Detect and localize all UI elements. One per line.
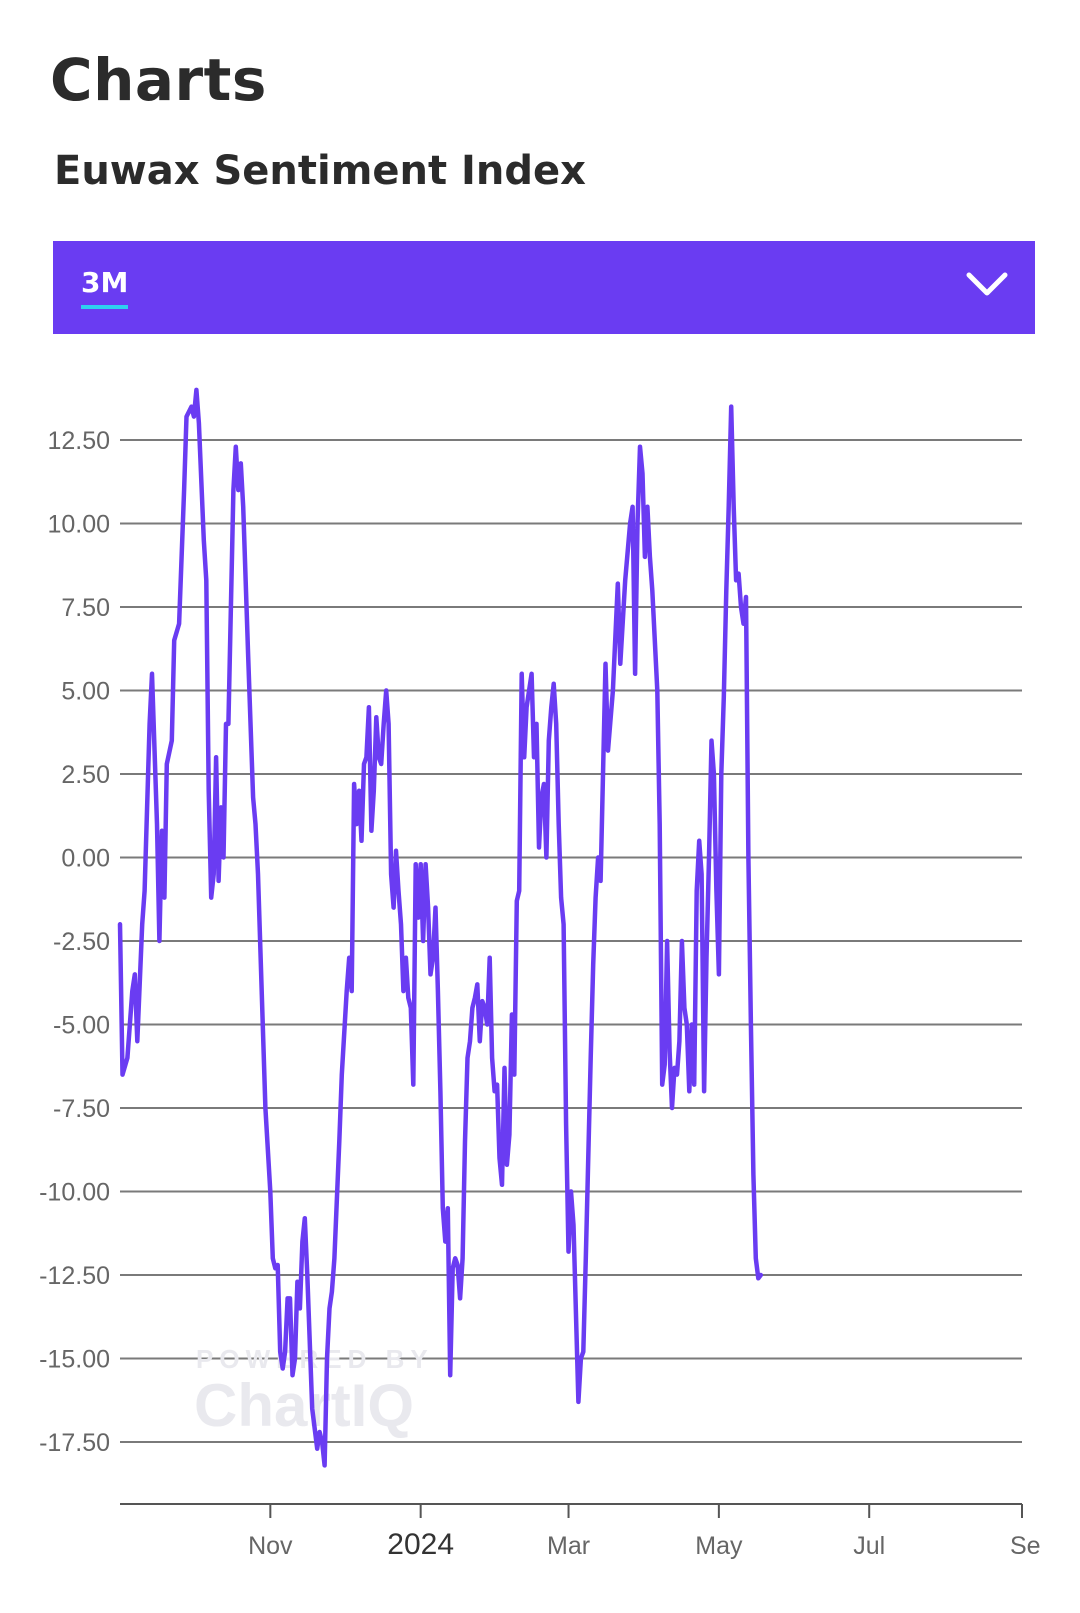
x-tick-label: May — [695, 1532, 743, 1560]
x-tick-label: Se — [1010, 1532, 1041, 1560]
series-line-path — [117, 387, 764, 1468]
y-tick-label: -10.00 — [39, 1179, 110, 1207]
x-tick-label: Mar — [547, 1532, 590, 1560]
y-tick-label: -2.50 — [53, 928, 110, 956]
chevron-down-icon[interactable] — [963, 261, 1011, 309]
y-tick-label: -7.50 — [53, 1095, 110, 1123]
y-tick-label: 5.00 — [61, 678, 110, 706]
page-title: Charts — [50, 46, 267, 114]
chart-title: Euwax Sentiment Index — [54, 148, 586, 194]
y-tick-label: -15.00 — [39, 1346, 110, 1374]
watermark-bottom-text: ChartIQ — [194, 1372, 414, 1439]
y-tick-label: -12.50 — [39, 1262, 110, 1290]
x-tick-label: Nov — [248, 1532, 293, 1560]
y-tick-label: -5.00 — [53, 1012, 110, 1040]
y-tick-label: 7.50 — [61, 594, 110, 622]
y-tick-label: 12.50 — [47, 427, 110, 455]
x-axis: Nov 2024 Mar May Jul Se — [120, 1503, 1041, 1561]
range-selector[interactable]: 3M — [53, 241, 1035, 334]
y-tick-label: 10.00 — [47, 511, 110, 539]
grid-lines — [120, 439, 1022, 1443]
range-selected-label[interactable]: 3M — [81, 266, 129, 299]
range-selected-underline — [81, 305, 128, 309]
y-tick-label: -17.50 — [39, 1429, 110, 1457]
sentiment-line-chart[interactable]: POWERED BY ChartIQ 12.50 10.00 7.50 5.00 2.5… — [0, 380, 1080, 1613]
y-axis-ticks: 12.50 10.00 7.50 5.00 2.50 0.00 -2.50 -5.00 -7.5… — [39, 427, 110, 1457]
series-line — [117, 387, 764, 1468]
y-tick-label: 0.00 — [61, 845, 110, 873]
y-tick-label: 2.50 — [61, 761, 110, 789]
x-tick-label: Jul — [853, 1532, 885, 1560]
x-tick-label: 2024 — [387, 1528, 454, 1561]
watermark-top-text: POWERED BY — [196, 1344, 434, 1374]
